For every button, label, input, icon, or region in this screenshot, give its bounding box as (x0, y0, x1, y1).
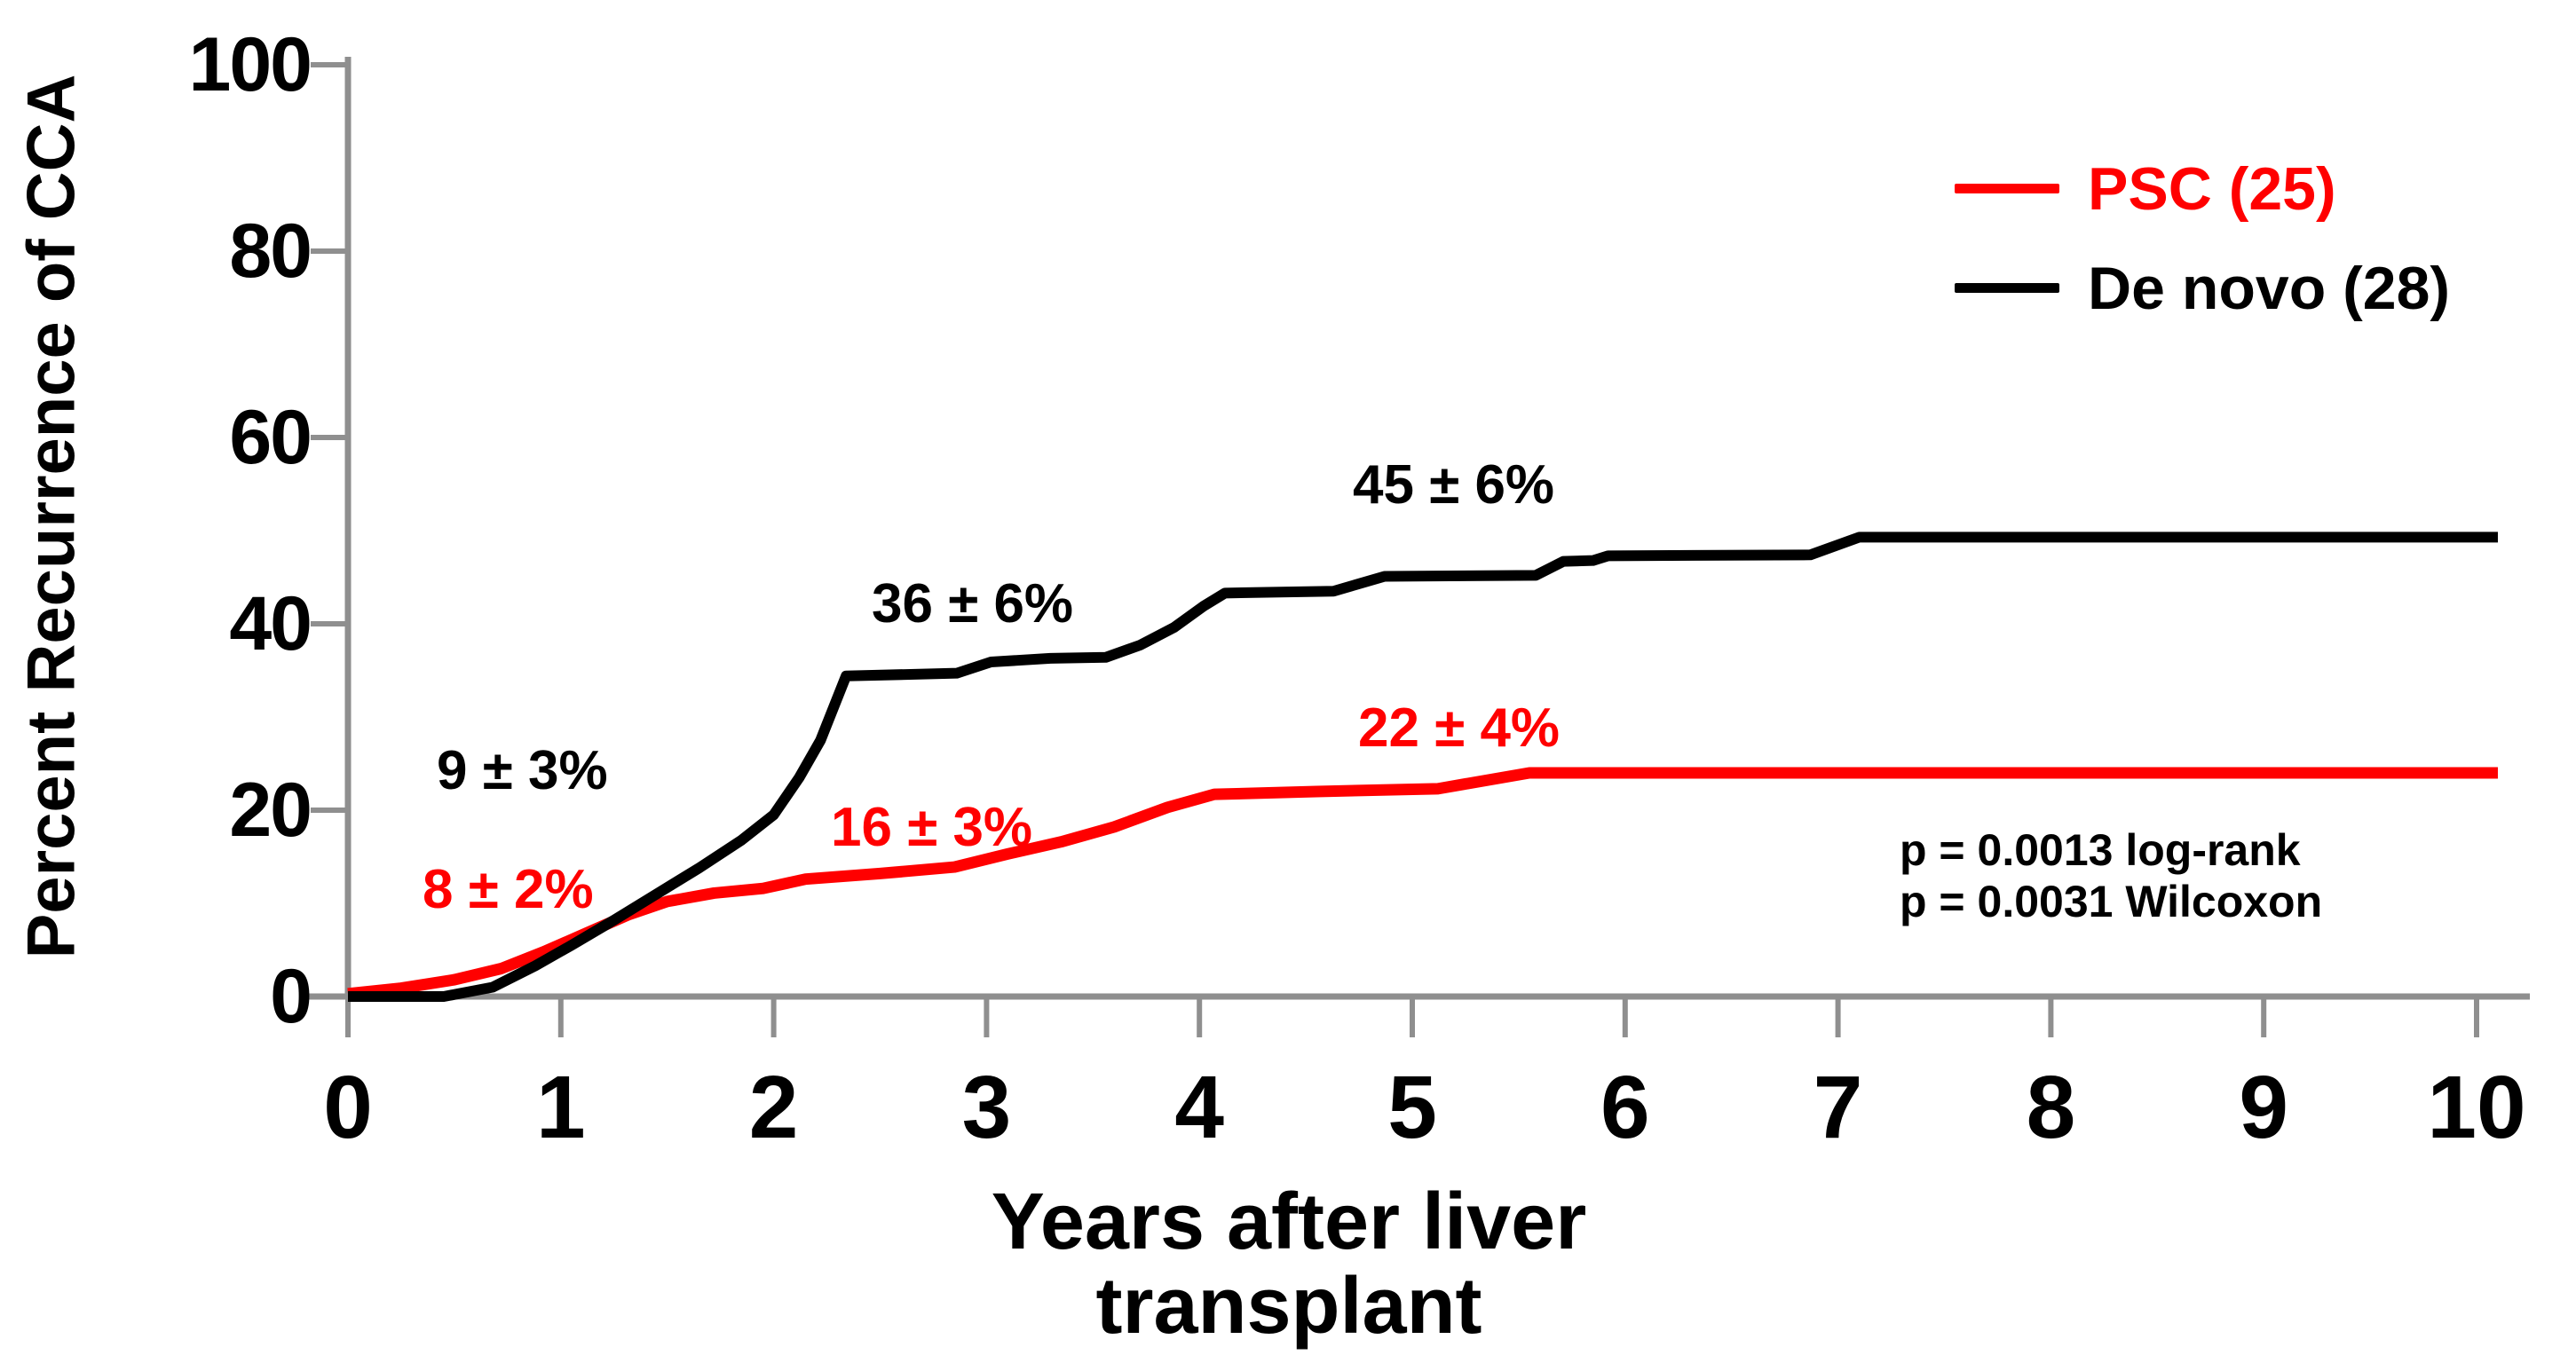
series-curve-psc (347, 767, 2498, 1000)
x-axis-title-line1: Years after liver (991, 1178, 1587, 1266)
annotation-denovo-3yr: 36 ± 6% (872, 573, 1074, 634)
legend-line-sample-denovo (1955, 283, 2059, 293)
legend-label-psc: PSC (25) (2088, 155, 2336, 223)
x-tick-label: 7 (1813, 1058, 1863, 1157)
legend-label-denovo: De novo (28) (2088, 255, 2451, 322)
x-tick-label: 0 (323, 1058, 373, 1157)
x-tick-label: 1 (535, 1058, 586, 1157)
stat-wilcoxon: p = 0.0031 Wilcoxon (1900, 876, 2323, 926)
y-tick-label: 40 (229, 581, 312, 666)
annotation-denovo-5yr: 45 ± 6% (1353, 454, 1555, 516)
x-tick-label: 6 (1600, 1058, 1650, 1157)
annotation-denovo-1yr: 9 ± 3% (437, 740, 608, 801)
annotation-psc-3yr: 16 ± 3% (831, 797, 1033, 858)
y-tick-label: 80 (229, 209, 312, 294)
y-tick-label: 0 (270, 954, 312, 1039)
x-axis-title-line2: transplant (1095, 1261, 1482, 1351)
y-tick-label: 60 (229, 395, 312, 480)
x-tick-label: 10 (2427, 1058, 2526, 1157)
x-axis-title: Years after liver transplant (845, 1180, 1733, 1348)
y-tick-label: 20 (229, 768, 312, 853)
y-tick-label: 100 (188, 22, 313, 107)
annotation-psc-5yr: 22 ± 4% (1358, 697, 1561, 759)
legend-line-sample-psc (1955, 184, 2059, 193)
x-tick-label: 4 (1174, 1058, 1224, 1157)
stat-log-rank: p = 0.0013 log-rank (1900, 825, 2301, 875)
stats-block: p = 0.0013 log-rank p = 0.0031 Wilcoxon (1900, 825, 2322, 927)
x-tick-label: 8 (2026, 1058, 2076, 1157)
x-tick-label: 3 (961, 1058, 1012, 1157)
series-curve-denovo (348, 532, 2498, 1002)
y-axis-title: Percent Recurrence of CCA (13, 74, 90, 959)
x-tick-label: 5 (1387, 1058, 1437, 1157)
x-tick-label: 2 (748, 1058, 799, 1157)
x-tick-label: 9 (2239, 1058, 2288, 1157)
annotation-psc-1yr: 8 ± 2% (423, 859, 594, 920)
